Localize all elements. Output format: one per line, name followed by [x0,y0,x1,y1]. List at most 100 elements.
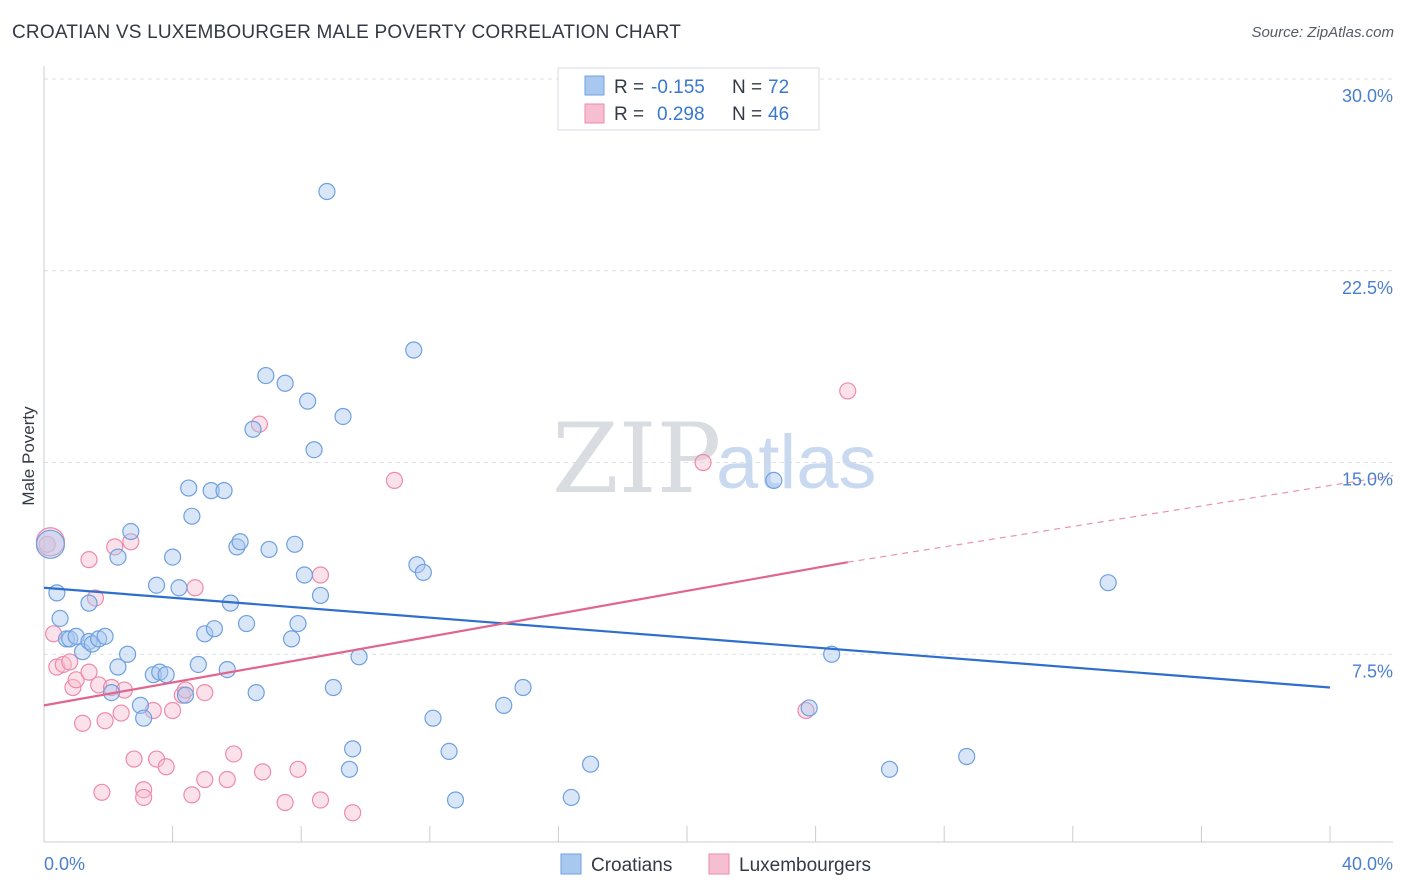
croatians-point [80,594,98,612]
series-label-croatians: Croatians [591,855,672,876]
croatians-point [299,392,317,410]
croatians-point [170,579,188,597]
luxembourgers-point [839,382,857,400]
legend-r-label-1: R = [614,77,644,98]
legend-r-label-2: R = [614,104,644,125]
croatians-point [958,747,976,766]
series-label-luxembourgers: Luxembourgers [739,855,871,876]
croatians-point [495,696,513,714]
stats-legend: R = -0.155 N = 72 R = 0.298 N = 46 [557,67,820,131]
luxembourgers-point [38,535,56,553]
croatians-point [344,740,362,758]
luxembourgers-point [254,763,272,781]
y-axis-label: Male Poverty [19,406,38,506]
croatians-point [237,614,256,633]
croatians-trend-line [43,586,1331,689]
luxembourgers-point [93,783,111,801]
luxembourgers-point [96,712,114,730]
croatians-point [244,420,262,438]
croatians-point [180,479,198,497]
luxembourgers-point [218,770,236,789]
luxembourgers-trend-line [43,561,848,707]
x-tick-min: 0.0% [44,854,85,874]
croatians-point [581,755,600,773]
croatians-point [880,760,899,778]
trend-lines [43,474,1394,707]
legend-n-label-1: N = [732,77,762,98]
luxembourgers-point [106,538,124,556]
croatians-point [135,709,153,727]
croatians-point [257,366,275,385]
croatians-point [765,471,783,489]
luxembourgers-point [183,786,201,804]
luxembourgers-point [276,793,294,812]
luxembourgers-point [125,750,143,768]
luxembourgers-point [385,471,404,489]
legend-swatch-luxembourgers [584,103,605,124]
croatians-point [122,522,140,541]
croatians-point [231,533,249,551]
croatians-point [424,709,442,727]
series-swatch-croatians [560,853,582,875]
legend-r-value-1: -0.155 [651,77,705,98]
croatians-point [196,625,214,643]
croatians-point [562,788,580,807]
luxembourgers-point [196,683,214,702]
y-tick-label: 30.0% [1342,86,1393,106]
croatians-point [305,441,323,459]
croatians-point [289,614,307,633]
luxembourgers-point [344,804,362,822]
luxembourgers-point [80,551,98,569]
y-tick-labels: 30.0% 22.5% 15.0% 7.5% [1342,86,1393,681]
croatians-point [260,540,278,559]
croatians-point [183,507,201,525]
luxembourgers-point [135,788,153,807]
luxembourgers-point [122,533,140,551]
legend-r-value-2: 0.298 [657,104,705,125]
croatians-point [1099,574,1117,592]
croatians-point [35,529,66,559]
croatians-point [247,683,265,702]
legend-n-value-2: 46 [768,104,789,125]
croatians-point [218,660,236,679]
luxembourgers-point [176,681,195,699]
croatians-point [202,482,220,500]
croatians-point [340,760,359,778]
luxembourgers-point [112,704,130,722]
watermark: ZIP atlas [552,403,877,515]
croatians-point [414,563,432,582]
croatians-point [228,538,246,556]
luxembourgers-point [225,745,243,763]
croatians-point [318,182,336,201]
watermark-zip: ZIP [552,403,721,515]
croatians-point [96,627,114,645]
luxembourgers-point [90,676,108,694]
croatians-point [215,482,233,500]
croatians-point [282,630,301,648]
croatians-point [446,791,465,809]
croatians-point [189,655,207,674]
croatians-point [276,374,294,392]
luxembourgers-point [73,714,92,732]
luxembourgers-point [186,579,204,597]
luxembourgers-point [694,453,712,472]
y-tick-label: 7.5% [1352,661,1393,681]
croatians-point [324,678,342,697]
y-tick-label: 22.5% [1342,278,1393,298]
luxembourgers-point [157,758,175,776]
croatians-point [295,566,314,584]
croatians-point [311,586,330,605]
luxembourgers-point [797,701,815,720]
watermark-atlas: atlas [716,420,877,505]
series-legend: Croatians Luxembourgers [560,853,871,876]
croatians-point [800,699,818,717]
croatians-point [109,548,127,566]
luxembourgers-point [164,701,182,720]
croatians-point [157,666,175,684]
y-tick-label: 15.0% [1342,470,1393,490]
legend-n-label-2: N = [732,104,762,125]
croatians-point [51,609,69,628]
croatians-point [67,627,85,645]
luxembourgers-point [196,770,214,789]
